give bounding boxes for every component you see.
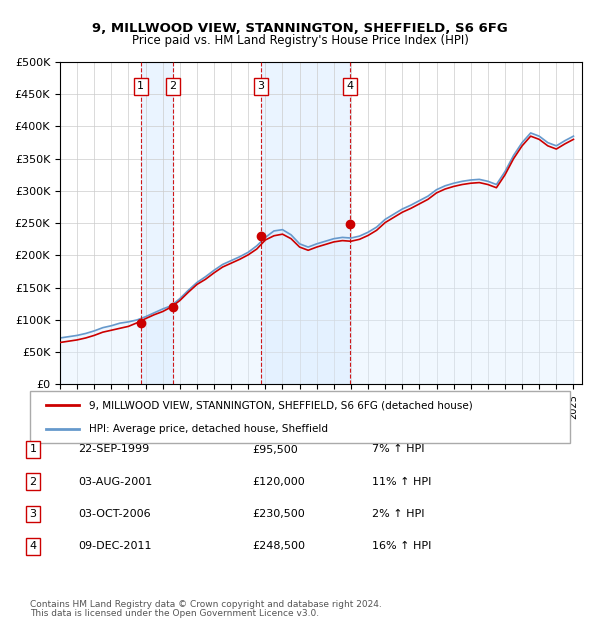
Text: £120,000: £120,000 <box>252 477 305 487</box>
Text: 7% ↑ HPI: 7% ↑ HPI <box>372 445 425 454</box>
Text: £95,500: £95,500 <box>252 445 298 454</box>
Text: HPI: Average price, detached house, Sheffield: HPI: Average price, detached house, Shef… <box>89 423 328 433</box>
Text: 11% ↑ HPI: 11% ↑ HPI <box>372 477 431 487</box>
Text: 22-SEP-1999: 22-SEP-1999 <box>78 445 149 454</box>
Text: £230,500: £230,500 <box>252 509 305 519</box>
Text: 1: 1 <box>137 81 144 91</box>
FancyBboxPatch shape <box>30 391 570 443</box>
Text: 1: 1 <box>29 445 37 454</box>
Text: 2% ↑ HPI: 2% ↑ HPI <box>372 509 425 519</box>
Text: 09-DEC-2011: 09-DEC-2011 <box>78 541 151 551</box>
Text: 2: 2 <box>169 81 176 91</box>
Text: 4: 4 <box>29 541 37 551</box>
Bar <box>261 62 350 384</box>
Text: 03-AUG-2001: 03-AUG-2001 <box>78 477 152 487</box>
Text: 3: 3 <box>29 509 37 519</box>
Text: 3: 3 <box>257 81 265 91</box>
Text: 4: 4 <box>346 81 353 91</box>
Text: 16% ↑ HPI: 16% ↑ HPI <box>372 541 431 551</box>
Bar <box>141 62 173 384</box>
Text: 2: 2 <box>29 477 37 487</box>
Text: 03-OCT-2006: 03-OCT-2006 <box>78 509 151 519</box>
Text: Contains HM Land Registry data © Crown copyright and database right 2024.: Contains HM Land Registry data © Crown c… <box>30 600 382 609</box>
Text: £248,500: £248,500 <box>252 541 305 551</box>
Text: 9, MILLWOOD VIEW, STANNINGTON, SHEFFIELD, S6 6FG (detached house): 9, MILLWOOD VIEW, STANNINGTON, SHEFFIELD… <box>89 401 473 410</box>
Text: 9, MILLWOOD VIEW, STANNINGTON, SHEFFIELD, S6 6FG: 9, MILLWOOD VIEW, STANNINGTON, SHEFFIELD… <box>92 22 508 35</box>
Text: Price paid vs. HM Land Registry's House Price Index (HPI): Price paid vs. HM Land Registry's House … <box>131 34 469 47</box>
Text: This data is licensed under the Open Government Licence v3.0.: This data is licensed under the Open Gov… <box>30 609 319 618</box>
